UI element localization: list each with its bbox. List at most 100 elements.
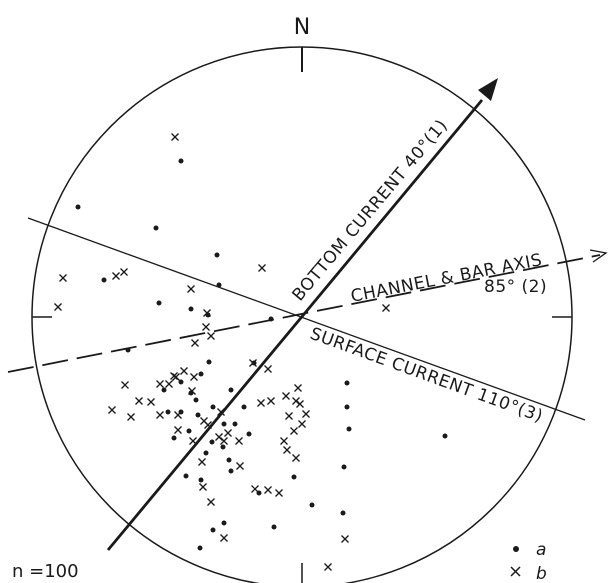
data-point-a [271,524,277,530]
data-point-a [344,380,350,386]
data-point-b [172,373,180,381]
data-point-a [228,468,234,474]
data-point-b [187,285,195,293]
data-point-b [224,429,232,437]
data-point-a [210,404,216,410]
data-point-a [156,300,162,306]
legend-cross-label: b [536,564,547,583]
data-point-a [226,457,232,463]
data-point-a [186,428,192,434]
data-point-a [309,502,315,508]
data-point-a [75,204,81,210]
data-point-a [195,412,201,418]
data-point-a [161,387,167,393]
data-point-a [203,450,209,456]
channel-axis-arrowhead [589,249,608,263]
data-point-a [241,404,247,410]
data-point-a [210,527,216,533]
data-point-b [199,483,207,491]
surface-current-line [27,217,586,421]
data-point-b [121,381,129,389]
data-point-a [291,474,297,480]
legend-cross-marker [510,566,521,577]
data-point-b [207,332,215,340]
data-point-b [341,535,349,543]
data-point-b [267,397,275,405]
data-point-b [147,398,155,406]
data-point-b [283,446,291,454]
data-point-b [54,303,62,311]
data-point-b [302,410,310,418]
data-point-a [221,421,227,427]
data-point-b [112,272,120,280]
data-point-a [214,252,220,258]
data-point-b [220,437,228,445]
bottom-current-line [106,99,484,551]
data-point-b [127,413,135,421]
data-point-b [120,268,128,276]
data-point-b [296,400,304,408]
data-point-a [220,444,226,450]
data-point-b [170,372,178,380]
data-point-b [258,264,266,272]
data-point-b [191,339,199,347]
data-point-a [251,360,257,366]
bottom-current-arrowhead [478,78,498,101]
data-point-b [292,397,300,405]
data-point-a [153,225,159,231]
data-point-b [282,392,290,400]
data-point-b [171,133,179,141]
data-point-b [200,417,208,425]
data-point-a [341,464,347,470]
legend: a b [510,540,547,583]
data-point-b [382,304,390,312]
sample-size-label: n =100 [12,561,79,582]
data-point-b [236,462,244,470]
data-point-a [193,397,199,403]
data-point-a [165,409,171,415]
data-point-a [101,277,107,283]
data-point-a [125,347,131,353]
data-point-a [246,431,252,437]
data-point-a [206,359,212,365]
data-point-b [264,365,272,373]
data-point-b [174,411,182,419]
data-points-a [75,158,448,551]
data-point-b [264,486,272,494]
data-point-b [280,437,288,445]
surface-current-label: SURFACE CURRENT 110°(3) [307,324,545,427]
data-point-b [189,437,197,445]
data-point-b [257,399,265,407]
channel-axis-angle-label: 85° (2) [484,277,547,297]
data-point-b [165,380,173,388]
data-point-b [198,458,206,466]
data-point-b [235,437,243,445]
data-point-b [215,433,223,441]
data-point-a [178,158,184,164]
data-point-b [180,367,188,375]
data-point-b [156,380,164,388]
data-point-b [207,498,215,506]
data-point-b [108,406,116,414]
data-point-a [221,520,227,526]
data-point-b [59,274,67,282]
data-point-a [183,473,189,479]
data-point-a [346,426,352,432]
data-point-b [174,426,182,434]
data-point-a [340,510,346,516]
data-point-a [442,433,448,439]
data-point-a [232,421,238,427]
data-point-b [285,412,293,420]
data-point-b [217,408,225,416]
legend-dot-marker [513,546,519,552]
data-point-a [216,282,222,288]
data-point-b [220,534,228,542]
data-point-b [324,563,332,571]
legend-dot-label: a [536,540,546,560]
data-point-a [178,379,184,385]
data-point-b [290,427,298,435]
data-point-b [249,359,257,367]
data-point-b [188,387,196,395]
data-point-a [209,439,215,445]
channel-axis-line [7,254,601,373]
